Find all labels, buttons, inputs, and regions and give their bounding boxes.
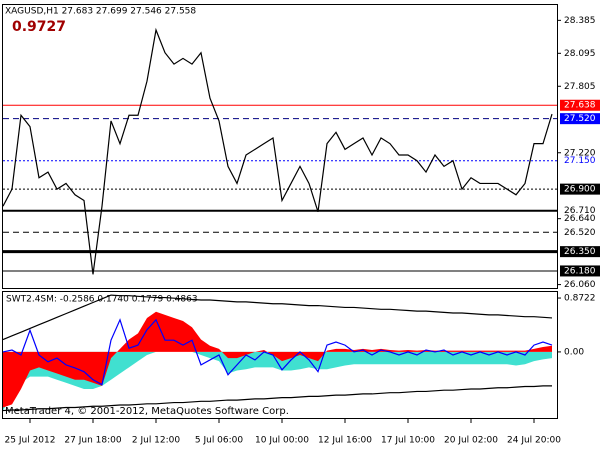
level-box <box>560 265 600 277</box>
line <box>2 294 553 341</box>
x-tick-label: 10 Jul 00:00 <box>255 436 309 446</box>
x-tick-label: 24 Jul 20:00 <box>507 436 561 446</box>
y-tick-label: 26.060 <box>564 280 596 290</box>
x-tick-label: 2 Jul 12:00 <box>132 436 181 446</box>
level-label: 26.710 <box>564 206 596 216</box>
x-tick-label: 20 Jul 02:00 <box>444 436 498 446</box>
line <box>2 385 552 412</box>
level-label: 26.180 <box>564 266 596 276</box>
y-tick-label: 28.095 <box>564 49 596 59</box>
watermark: MetaTrader 4, © 2001-2012, MetaQuotes So… <box>5 406 289 417</box>
annotation: 0.9727 <box>12 19 66 35</box>
level-box <box>560 246 600 258</box>
x-tick-label: 27 Jun 18:00 <box>64 436 121 446</box>
level-label: 26.900 <box>564 185 596 195</box>
level-box <box>560 99 600 111</box>
level-label: 27.520 <box>564 114 596 124</box>
area <box>3 311 552 408</box>
level-label: 26.520 <box>564 228 596 238</box>
y-tick-label: 0.00 <box>564 347 584 357</box>
level-label: 27.150 <box>564 156 596 166</box>
price-title: XAGUSD,H1 27.683 27.699 27.546 27.558 <box>5 7 196 17</box>
y-tick-label: 27.220 <box>564 148 596 158</box>
level-box <box>560 113 600 125</box>
y-tick-label: 26.640 <box>564 214 596 224</box>
y-tick-label: 0.8722 <box>564 294 596 304</box>
x-tick-label: 5 Jul 06:00 <box>195 436 244 446</box>
x-tick-label: 25 Jul 2012 <box>5 436 56 446</box>
level-box <box>560 183 600 195</box>
level-label: 27.638 <box>564 101 596 111</box>
level-label: 26.350 <box>564 247 596 257</box>
line <box>2 318 553 386</box>
indicator-frame <box>2 291 558 419</box>
x-tick-label: 12 Jul 16:00 <box>318 436 372 446</box>
x-tick-label: 17 Jul 10:00 <box>381 436 435 446</box>
y-tick-label: 28.385 <box>564 16 596 26</box>
y-tick-label: 27.805 <box>564 82 596 92</box>
price-frame <box>2 4 558 289</box>
line <box>2 27 553 275</box>
